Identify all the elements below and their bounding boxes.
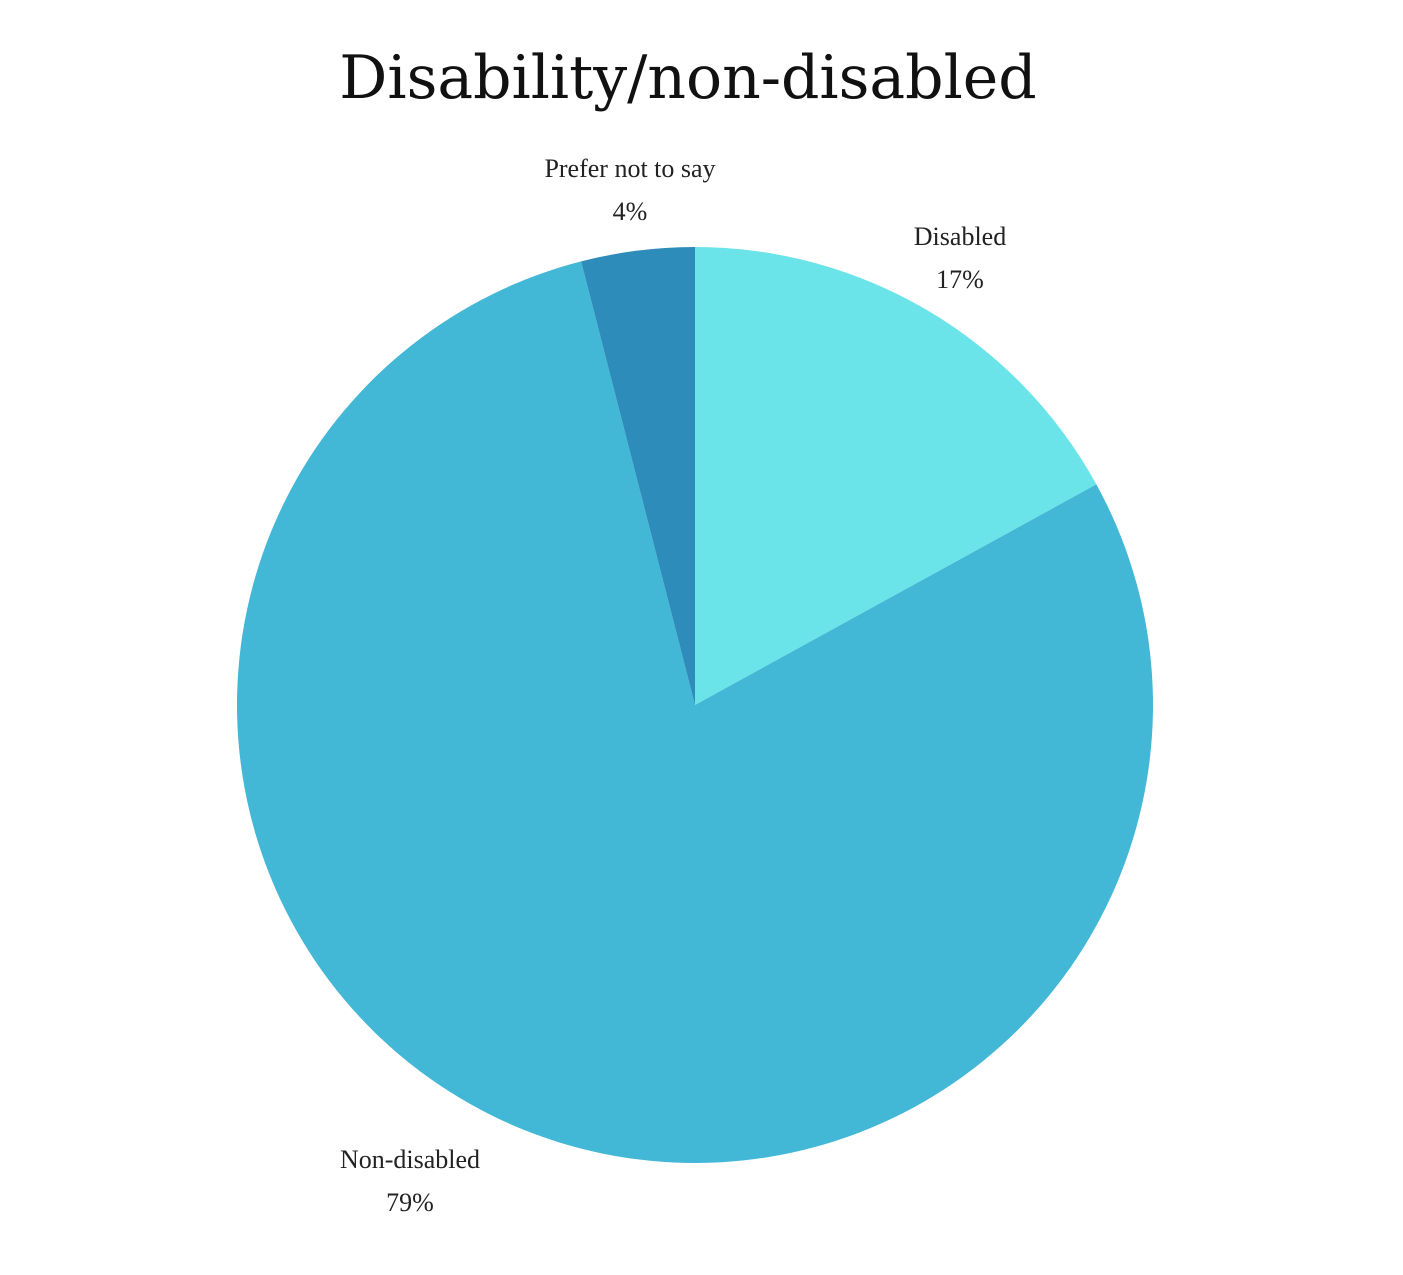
slice-label-non-disabled: Non-disabled bbox=[340, 1145, 480, 1174]
pie-slice-disabled bbox=[695, 247, 1097, 705]
slice-value-non-disabled: 79% bbox=[386, 1188, 434, 1217]
slice-label-prefer-not-to-say: Prefer not to say bbox=[544, 154, 715, 183]
pie-slice-non-disabled bbox=[236, 261, 1154, 1163]
slice-label-disabled: Disabled bbox=[914, 222, 1006, 251]
slice-value-disabled: 17% bbox=[936, 265, 984, 294]
chart-title: Disability/non-disabled bbox=[339, 43, 1036, 113]
pie-labels: Disabled 17% Non-disabled 79% Prefer not to … bbox=[340, 154, 1006, 1217]
pie-slice-prefer-not-to-say bbox=[581, 247, 695, 705]
pie-slices bbox=[236, 247, 1154, 1163]
slice-value-prefer-not-to-say: 4% bbox=[613, 197, 648, 226]
